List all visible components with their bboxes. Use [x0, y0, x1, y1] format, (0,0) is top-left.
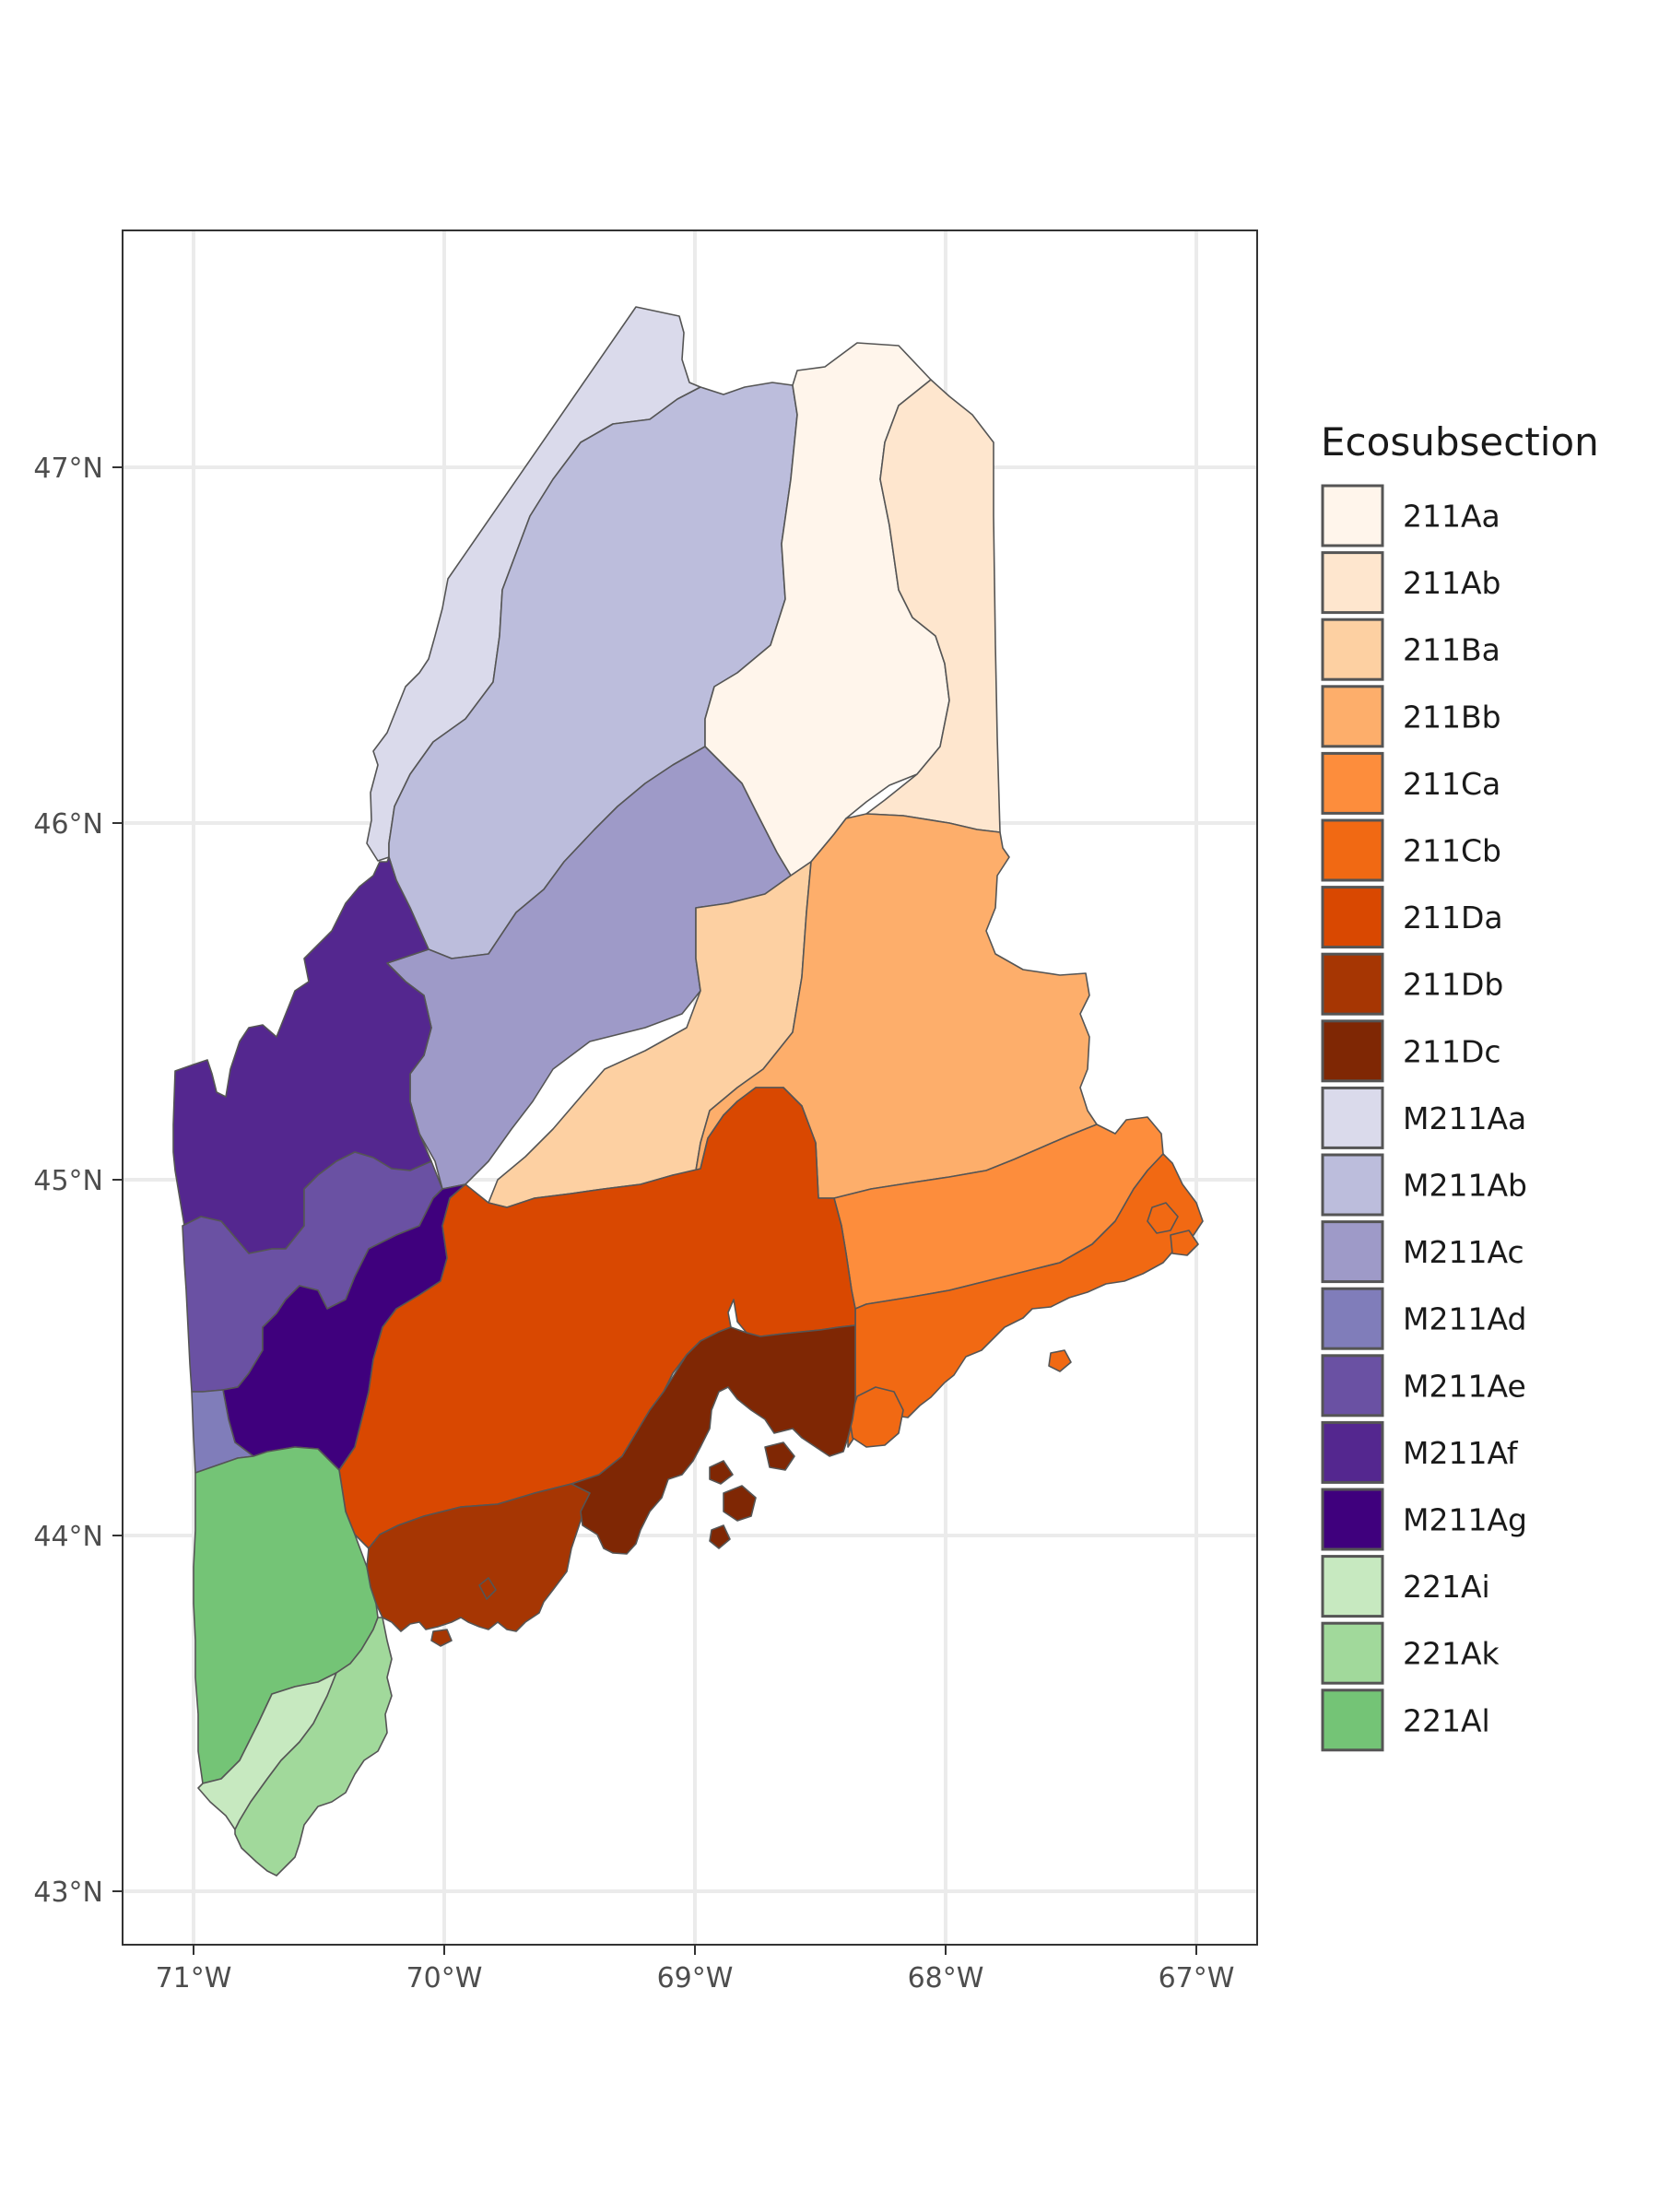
- legend-key: [1321, 1555, 1384, 1618]
- legend-key: [1321, 1287, 1384, 1350]
- legend-label: 221Ak: [1403, 1636, 1500, 1672]
- region-211Db-island: [430, 1629, 453, 1647]
- region-211Cb-island: [1170, 1230, 1199, 1256]
- legend-key: [1321, 1621, 1384, 1685]
- region-211Dc-island: [764, 1441, 795, 1471]
- legend-key: [1321, 1086, 1384, 1149]
- y-tick-label: 44°N: [33, 1521, 103, 1553]
- legend: Ecosubsection 211Aa211Ab211Ba211Bb211Ca2…: [1321, 419, 1599, 1752]
- region-211Cb-island: [1048, 1349, 1072, 1372]
- legend-title: Ecosubsection: [1321, 419, 1599, 465]
- region-211Dc-island: [709, 1524, 731, 1549]
- x-tick-label: 71°W: [156, 1962, 232, 1994]
- legend-label: M211Ae: [1403, 1368, 1526, 1404]
- y-axis: 47°N 46°N 45°N 44°N 43°N: [33, 453, 123, 1909]
- legend-key: [1321, 1488, 1384, 1551]
- region-221Ak[interactable]: [234, 1617, 393, 1877]
- legend-key: [1321, 618, 1384, 681]
- region-211Ab[interactable]: [865, 379, 1001, 833]
- legend-label: 221Al: [1403, 1702, 1490, 1738]
- legend-label: M211Ab: [1403, 1168, 1527, 1204]
- legend-label: 211Db: [1403, 967, 1503, 1003]
- legend-key: [1321, 484, 1384, 547]
- legend-key: [1321, 751, 1384, 815]
- legend-label: M211Ad: [1403, 1301, 1526, 1337]
- legend-label: 211Da: [1403, 900, 1503, 935]
- region-211Dc-island: [723, 1485, 757, 1522]
- legend-label: M211Aa: [1403, 1100, 1526, 1136]
- legend-key: [1321, 1019, 1384, 1083]
- x-tick-label: 69°W: [657, 1962, 734, 1994]
- legend-label: 221Ai: [1403, 1569, 1490, 1605]
- x-tick-label: 68°W: [908, 1962, 984, 1994]
- legend-key: [1321, 1153, 1384, 1217]
- region-211Cb-island: [1147, 1202, 1179, 1234]
- legend-label: 211Aa: [1403, 499, 1500, 535]
- y-tick-label: 46°N: [33, 808, 103, 841]
- legend-key: [1321, 551, 1384, 615]
- y-tick-label: 47°N: [33, 453, 103, 485]
- legend-label: 211Ba: [1403, 632, 1500, 668]
- legend-label: 211Ab: [1403, 565, 1501, 601]
- region-211Db[interactable]: [366, 1483, 591, 1632]
- region-211Cb-island: [849, 1386, 904, 1448]
- map-panel-border: [122, 229, 1258, 1946]
- legend-label: 211Ca: [1403, 766, 1500, 802]
- legend-label: 211Cb: [1403, 833, 1501, 869]
- legend-key: [1321, 1688, 1384, 1752]
- region-211Dc[interactable]: [571, 1324, 856, 1555]
- legend-label: 211Dc: [1403, 1033, 1501, 1069]
- legend-key: [1321, 1354, 1384, 1418]
- legend-key: [1321, 1220, 1384, 1284]
- legend-items: 211Aa 211Ab 211Ba 211Bb 211Ca 211Cb 211Da 211Db…: [1321, 484, 1527, 1752]
- region-211Db-island: [478, 1577, 497, 1600]
- y-tick-label: 45°N: [33, 1165, 103, 1197]
- legend-key: [1321, 886, 1384, 949]
- legend-key: [1321, 952, 1384, 1016]
- x-tick-label: 67°W: [1159, 1962, 1235, 1994]
- y-tick-label: 43°N: [33, 1877, 103, 1909]
- x-tick-label: 70°W: [406, 1962, 483, 1994]
- legend-key: [1321, 1420, 1384, 1484]
- x-axis: 71°W 70°W 69°W 68°W 67°W: [156, 1945, 1235, 1994]
- legend-key: [1321, 818, 1384, 882]
- legend-label: M211Ac: [1403, 1234, 1524, 1270]
- map-regions: [172, 306, 1204, 1877]
- region-211Cb[interactable]: [847, 1153, 1204, 1448]
- region-211Dc-island: [709, 1460, 734, 1485]
- legend-label: M211Ag: [1403, 1502, 1527, 1538]
- legend-key: [1321, 685, 1384, 748]
- legend-label: 211Bb: [1403, 699, 1501, 735]
- legend-label: M211Af: [1403, 1435, 1519, 1471]
